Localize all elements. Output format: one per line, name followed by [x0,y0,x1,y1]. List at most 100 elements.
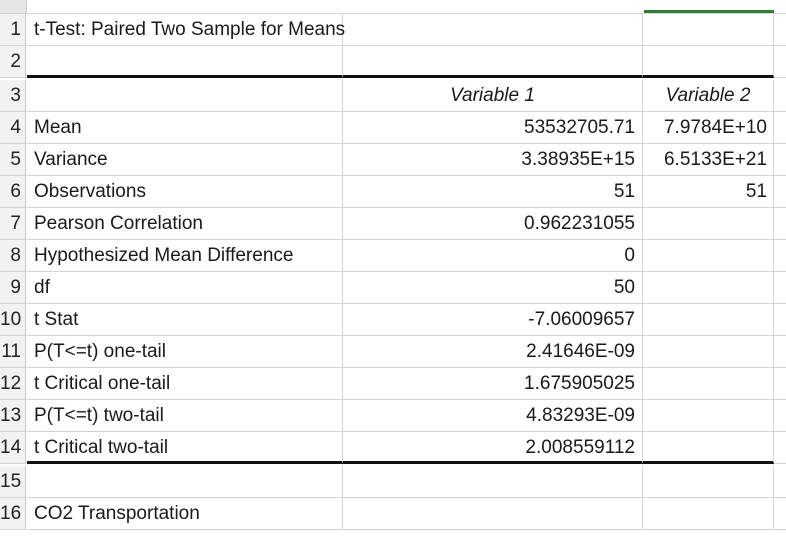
cell-c12[interactable] [643,368,774,400]
table-row: 9 df 50 [0,272,786,304]
row-number[interactable]: 15 [0,466,26,498]
row-number[interactable]: 13 [0,400,26,432]
cell-a11[interactable]: P(T<=t) one-tail [27,336,343,368]
table-row: 12 t Critical one-tail 1.675905025 [0,368,786,400]
table-row: 4 Mean 53532705.71 7.9784E+10 [0,112,786,144]
cell-d8[interactable] [774,240,786,272]
cell-d11[interactable] [774,336,786,368]
row-number[interactable]: 8 [0,240,26,272]
cell-a10[interactable]: t Stat [27,304,343,336]
cell-b13[interactable]: 4.83293E-09 [343,400,643,432]
table-row: 1 t-Test: Paired Two Sample for Means [0,14,786,46]
cell-b2[interactable] [343,46,643,78]
cell-d4[interactable] [774,112,786,144]
row-number[interactable]: 9 [0,272,26,304]
table-row: 8 Hypothesized Mean Difference 0 [0,240,786,272]
cell-c4[interactable]: 7.9784E+10 [643,112,774,144]
cell-a4[interactable]: Mean [27,112,343,144]
cell-d3[interactable] [774,80,786,112]
cell-d9[interactable] [774,272,786,304]
table-row: 10 t Stat -7.06009657 [0,304,786,336]
cell-a3[interactable] [27,80,343,112]
table-row: 14 t Critical two-tail 2.008559112 [0,432,786,464]
cell-b15[interactable] [343,466,643,498]
row-number[interactable]: 12 [0,368,26,400]
cell-c9[interactable] [643,272,774,304]
cell-a13[interactable]: P(T<=t) two-tail [27,400,343,432]
row-number[interactable]: 3 [0,80,26,112]
cell-c6[interactable]: 51 [643,176,774,208]
cell-d7[interactable] [774,208,786,240]
table-row: 13 P(T<=t) two-tail 4.83293E-09 [0,400,786,432]
variable-2-header[interactable]: Variable 2 [643,80,774,112]
cell-b6[interactable]: 51 [343,176,643,208]
cell-c15[interactable] [643,466,774,498]
cell-c1[interactable] [643,14,774,46]
cell-a15[interactable] [27,466,343,498]
column-selection-indicator [644,10,774,13]
table-row: 16 CO2 Transportation [0,498,786,530]
cell-a14[interactable]: t Critical two-tail [27,432,343,464]
cell-a1[interactable]: t-Test: Paired Two Sample for Means [27,14,345,46]
cell-a8[interactable]: Hypothesized Mean Difference [27,240,343,272]
cell-c14[interactable] [643,432,774,464]
cell-c16[interactable] [643,498,774,530]
cell-c13[interactable] [643,400,774,432]
table-row: 5 Variance 3.38935E+15 6.5133E+21 [0,144,786,176]
cell-c8[interactable] [643,240,774,272]
table-row: 6 Observations 51 51 [0,176,786,208]
cell-b16[interactable] [343,498,643,530]
cell-b1[interactable] [343,14,643,46]
cell-d16[interactable] [774,498,786,530]
cell-c10[interactable] [643,304,774,336]
cell-d14[interactable] [774,432,786,464]
cell-b4[interactable]: 53532705.71 [343,112,643,144]
cell-b7[interactable]: 0.962231055 [343,208,643,240]
select-all-corner[interactable] [0,0,27,13]
variable-1-header[interactable]: Variable 1 [343,80,643,112]
cell-b10[interactable]: -7.06009657 [343,304,643,336]
table-row: 15 [0,466,786,498]
table-row: 3 Variable 1 Variable 2 [0,80,786,112]
cell-a7[interactable]: Pearson Correlation [27,208,343,240]
row-number[interactable]: 10 [0,304,26,336]
cell-d1[interactable] [774,14,786,46]
cell-b8[interactable]: 0 [343,240,643,272]
cell-c11[interactable] [643,336,774,368]
cell-a16[interactable]: CO2 Transportation [27,498,343,530]
row-number[interactable]: 14 [0,432,26,464]
cell-d5[interactable] [774,144,786,176]
cell-a6[interactable]: Observations [27,176,343,208]
cell-d6[interactable] [774,176,786,208]
cell-d15[interactable] [774,466,786,498]
table-row: 2 [0,46,786,78]
cell-c7[interactable] [643,208,774,240]
cell-c5[interactable]: 6.5133E+21 [643,144,774,176]
cell-d12[interactable] [774,368,786,400]
cell-a9[interactable]: df [27,272,343,304]
column-header-strip [0,0,786,14]
row-number[interactable]: 2 [0,46,26,78]
row-number[interactable]: 16 [0,498,26,530]
row-number[interactable]: 11 [0,336,26,368]
cell-d13[interactable] [774,400,786,432]
row-number[interactable]: 4 [0,112,26,144]
table-row: 7 Pearson Correlation 0.962231055 [0,208,786,240]
cell-b14[interactable]: 2.008559112 [343,432,643,464]
cell-c2[interactable] [643,46,774,78]
cell-a2[interactable] [27,46,343,78]
row-number[interactable]: 6 [0,176,26,208]
cell-a12[interactable]: t Critical one-tail [27,368,343,400]
cell-d10[interactable] [774,304,786,336]
cell-b9[interactable]: 50 [343,272,643,304]
row-number[interactable]: 7 [0,208,26,240]
cell-b12[interactable]: 1.675905025 [343,368,643,400]
cell-b5[interactable]: 3.38935E+15 [343,144,643,176]
cell-d2[interactable] [774,46,786,78]
row-number[interactable]: 5 [0,144,26,176]
cell-a5[interactable]: Variance [27,144,343,176]
table-row: 11 P(T<=t) one-tail 2.41646E-09 [0,336,786,368]
cell-b11[interactable]: 2.41646E-09 [343,336,643,368]
row-number[interactable]: 1 [0,14,26,46]
